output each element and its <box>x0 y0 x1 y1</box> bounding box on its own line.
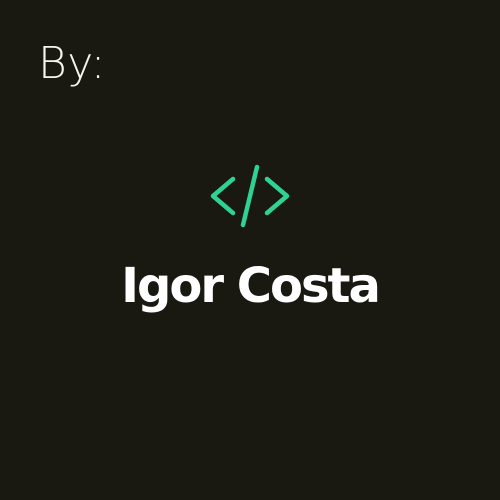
author-name: Igor Costa <box>121 258 381 314</box>
right-angle-bracket <box>264 176 290 216</box>
by-label: By: <box>38 38 106 89</box>
code-brackets-icon <box>209 163 291 229</box>
left-angle-bracket <box>210 176 236 216</box>
slash-stroke <box>240 164 260 228</box>
